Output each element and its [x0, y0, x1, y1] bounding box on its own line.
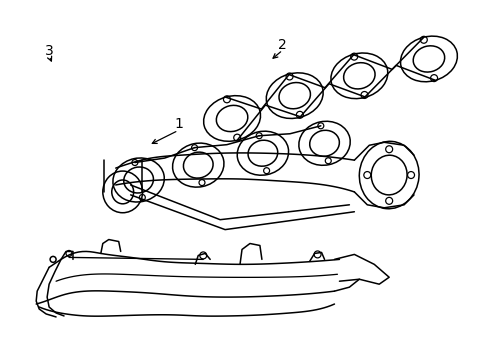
Text: 1: 1 — [174, 117, 183, 131]
Text: 2: 2 — [278, 38, 286, 52]
Text: 3: 3 — [44, 44, 53, 58]
